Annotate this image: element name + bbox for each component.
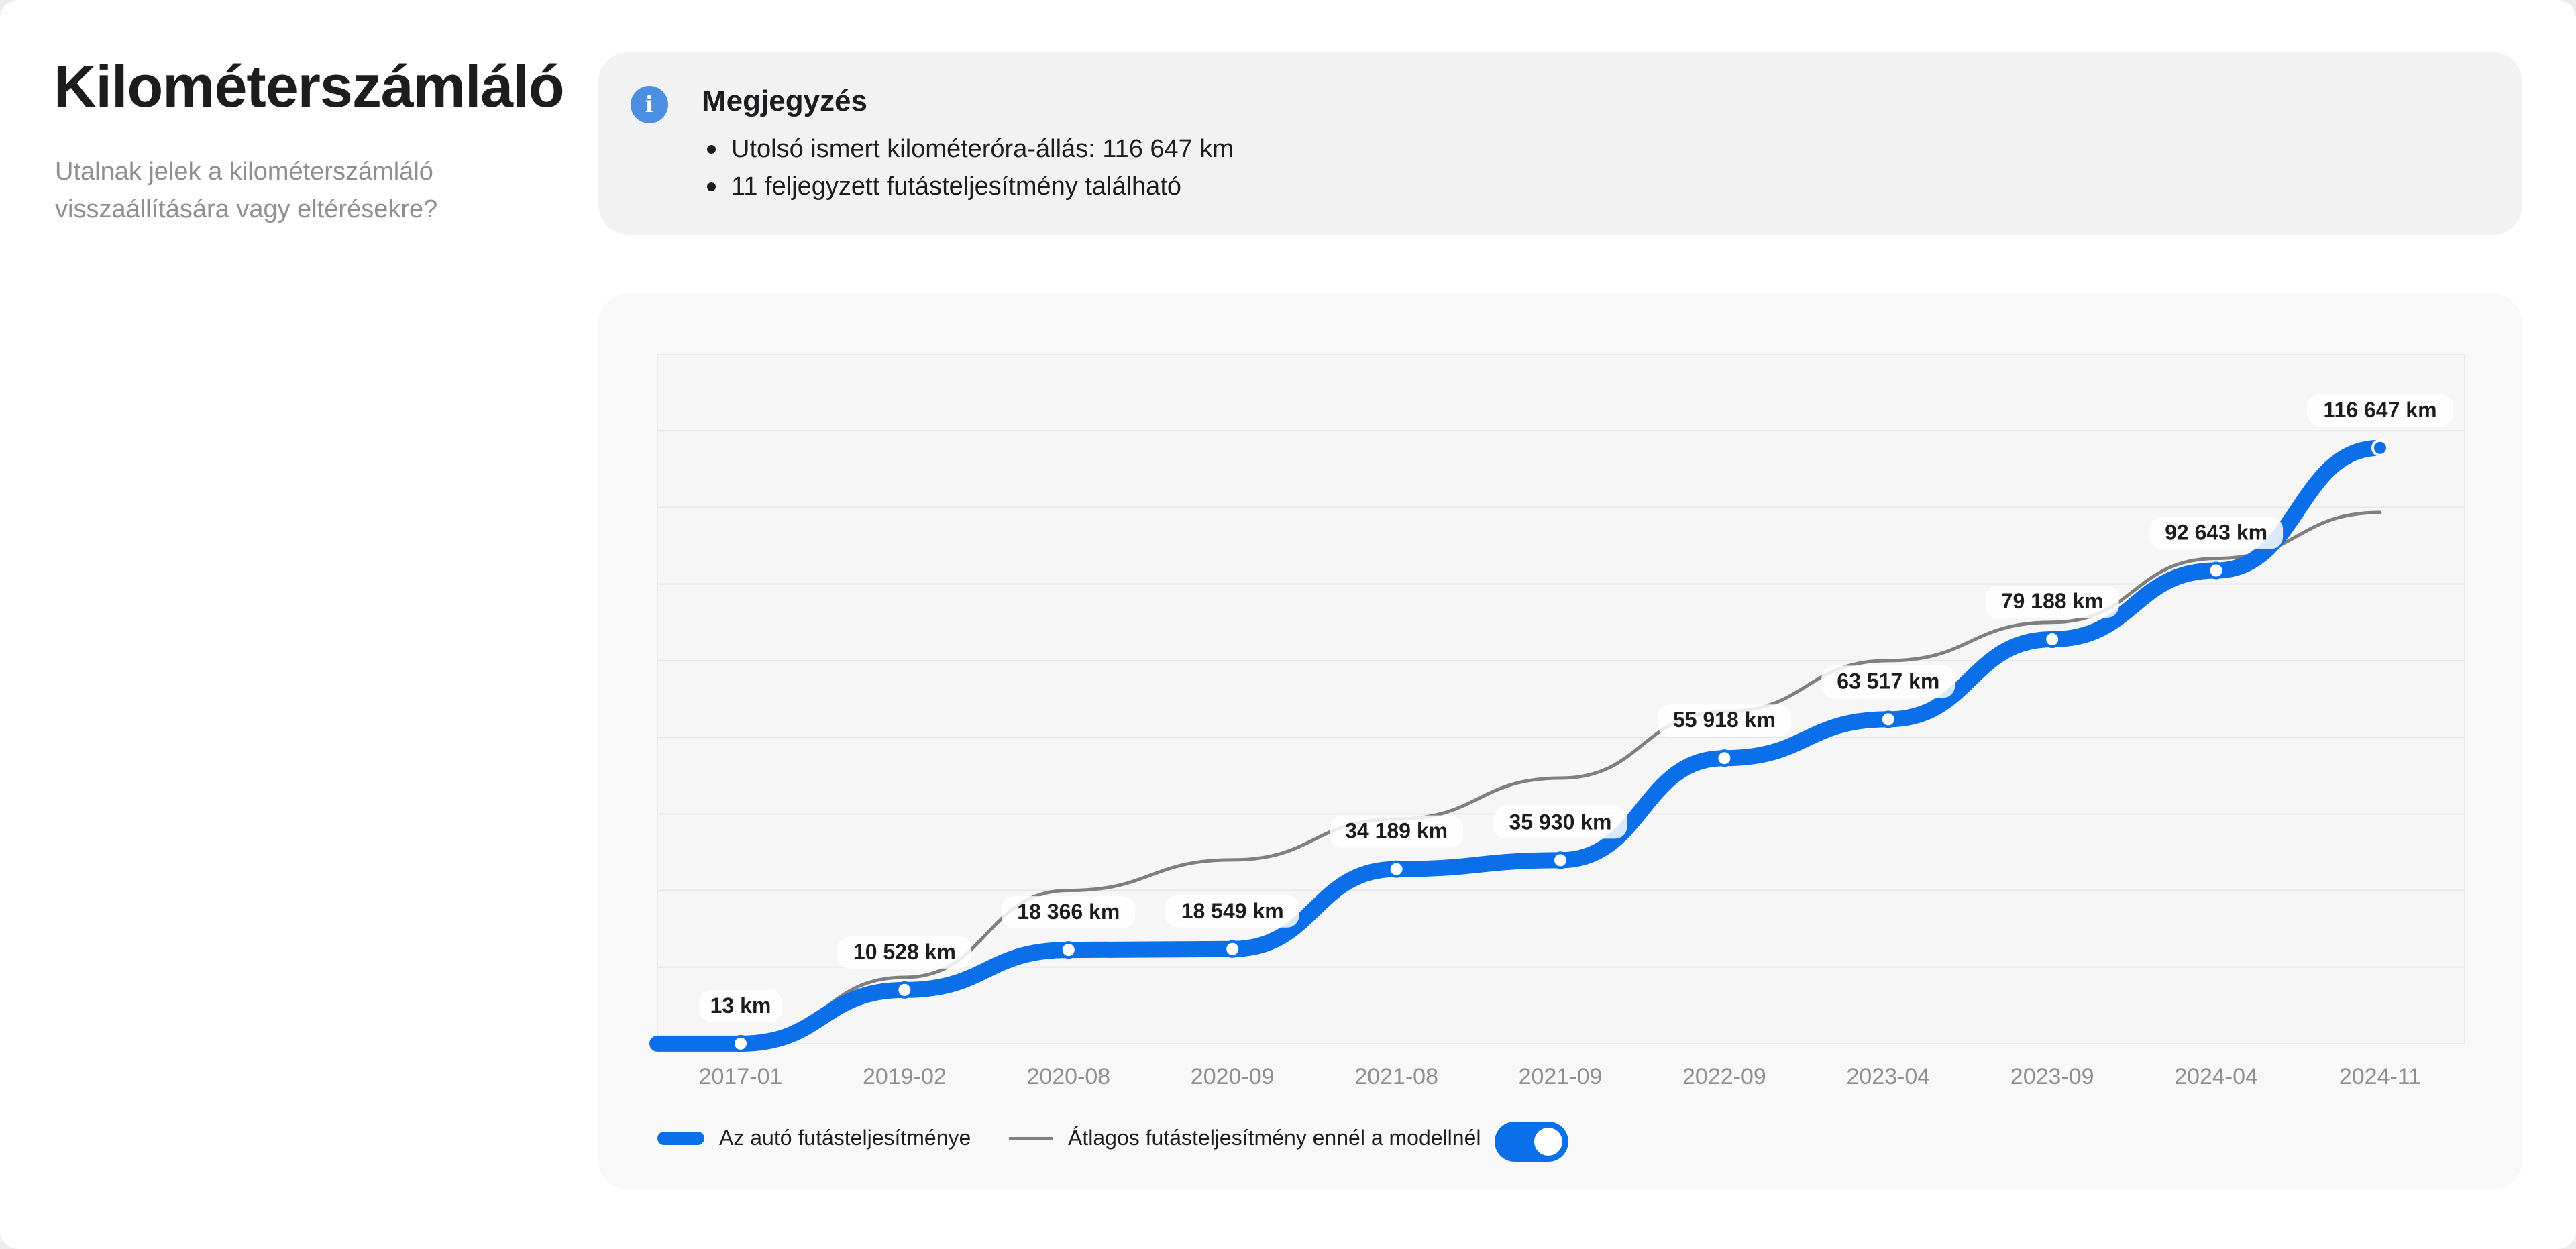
data-label: 63 517 km (1837, 669, 1939, 693)
legend-car-swatch (657, 1131, 704, 1145)
data-label: 18 366 km (1017, 900, 1120, 924)
data-label-bg (2307, 394, 2453, 427)
data-label-bg (1330, 815, 1464, 848)
data-point (1387, 860, 1405, 878)
x-tick-label: 2024-04 (2174, 1064, 2258, 1089)
data-label: 18 549 km (1181, 899, 1284, 923)
data-point (2371, 439, 2389, 457)
x-tick-label: 2019-02 (863, 1064, 947, 1089)
data-label-bg (1002, 896, 1136, 929)
legend-average[interactable]: Átlagos futásteljesítmény ennél a modell… (1009, 1126, 1481, 1150)
data-label-bg (1657, 704, 1791, 737)
data-point (1879, 710, 1897, 728)
note-box (598, 52, 2522, 235)
x-tick-label: 2023-04 (1846, 1064, 1930, 1089)
x-tick-label: 2022-09 (1682, 1064, 1766, 1089)
legend-car[interactable]: Az autó futásteljesítménye (657, 1126, 971, 1150)
data-label: 13 km (710, 993, 771, 1018)
data-point (2043, 630, 2061, 648)
legend-average-swatch (1009, 1136, 1053, 1140)
data-label: 79 188 km (2001, 589, 2104, 613)
note-item: Utolsó ismert kilométeróra-állás: 116 64… (702, 130, 1234, 168)
data-label: 10 528 km (853, 940, 956, 964)
data-point (1059, 941, 1077, 959)
data-point (2207, 561, 2225, 580)
page-title: Kilométerszámláló (54, 53, 565, 119)
data-label: 35 930 km (1509, 810, 1611, 834)
data-label-bg (1985, 585, 2119, 618)
average-toggle[interactable] (1495, 1122, 1568, 1162)
x-tick-label: 2020-08 (1026, 1064, 1110, 1089)
data-label-bg (2149, 517, 2284, 549)
x-tick-label: 2017-01 (699, 1064, 783, 1089)
data-label: 116 647 km (2323, 398, 2436, 422)
data-point (1715, 749, 1733, 767)
car-mileage-line (649, 439, 2388, 1052)
data-label-bg (1165, 895, 1299, 928)
data-label-bg (837, 936, 971, 969)
data-point (732, 1034, 749, 1052)
plot-area (657, 354, 2465, 1044)
toggle-knob (1534, 1128, 1562, 1156)
legend-car-label: Az autó futásteljesítménye (719, 1126, 971, 1150)
data-label: 92 643 km (2165, 521, 2267, 545)
x-tick-label: 2021-09 (1519, 1064, 1603, 1089)
legend-average-label: Átlagos futásteljesítmény ennél a modell… (1068, 1126, 1481, 1150)
data-point (1224, 940, 1242, 958)
x-tick-label: 2021-08 (1354, 1064, 1438, 1089)
data-label-bg (699, 989, 782, 1022)
page-subtitle: Utalnak jelek a kilométerszámláló vissza… (55, 158, 438, 223)
data-label: 34 189 km (1345, 819, 1448, 843)
x-tick-label: 2024-11 (2339, 1064, 2421, 1089)
data-point (1552, 851, 1569, 869)
data-label-bg (1493, 806, 1627, 839)
data-point (896, 981, 914, 999)
note-list: Utolsó ismert kilométeróra-állás: 116 64… (702, 130, 1234, 205)
info-icon: i (631, 86, 668, 123)
x-tick-label: 2023-09 (2010, 1064, 2094, 1089)
note-heading: Megjegyzés (702, 85, 867, 117)
data-label: 55 918 km (1673, 708, 1776, 732)
x-tick-label: 2020-09 (1191, 1064, 1275, 1089)
note-item: 11 feljegyzett futásteljesítmény találha… (702, 168, 1234, 205)
data-label-bg (1821, 665, 1955, 698)
